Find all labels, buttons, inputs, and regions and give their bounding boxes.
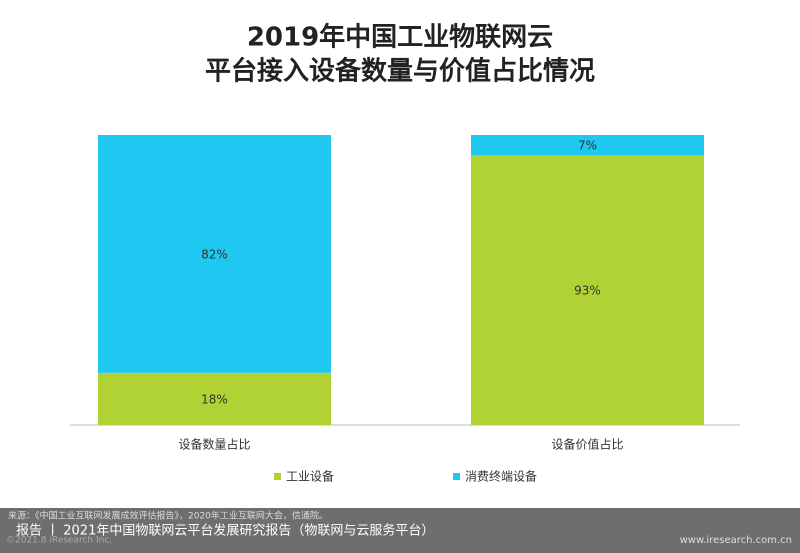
- bar-segment: [98, 372, 331, 425]
- chart-title: 2019年中国工业物联网云: [247, 22, 553, 53]
- value-label: 7%: [578, 139, 597, 153]
- report: 报告 丨 2021年中国物联网云平台发展研究报告（物联网与云服务平台）: [16, 523, 434, 539]
- x-tick-label: 设备价值占比: [551, 437, 623, 452]
- website: www.iresearch.com.cn: [680, 535, 792, 546]
- value-label: 18%: [201, 392, 228, 406]
- footer-band: [0, 508, 800, 553]
- copyright: ©2021.8 iResearch Inc.: [6, 536, 112, 546]
- chart-subtitle: 平台接入设备数量与价值占比情况: [205, 56, 595, 87]
- legend-label: 消费终端设备: [465, 469, 537, 484]
- legend-swatch: [274, 473, 281, 480]
- value-label: 93%: [574, 284, 601, 298]
- value-label: 82%: [201, 247, 228, 261]
- source: 来源：《中国工业互联网发展成效评估报告》，2020年工业互联网大会，信通院。: [8, 510, 328, 522]
- bar-segment: [98, 135, 331, 373]
- legend-swatch: [453, 473, 460, 480]
- bar-segment: [471, 155, 704, 426]
- bar-segment: [471, 135, 704, 156]
- legend-label: 工业设备: [286, 470, 334, 484]
- x-tick-label: 设备数量占比: [178, 437, 250, 452]
